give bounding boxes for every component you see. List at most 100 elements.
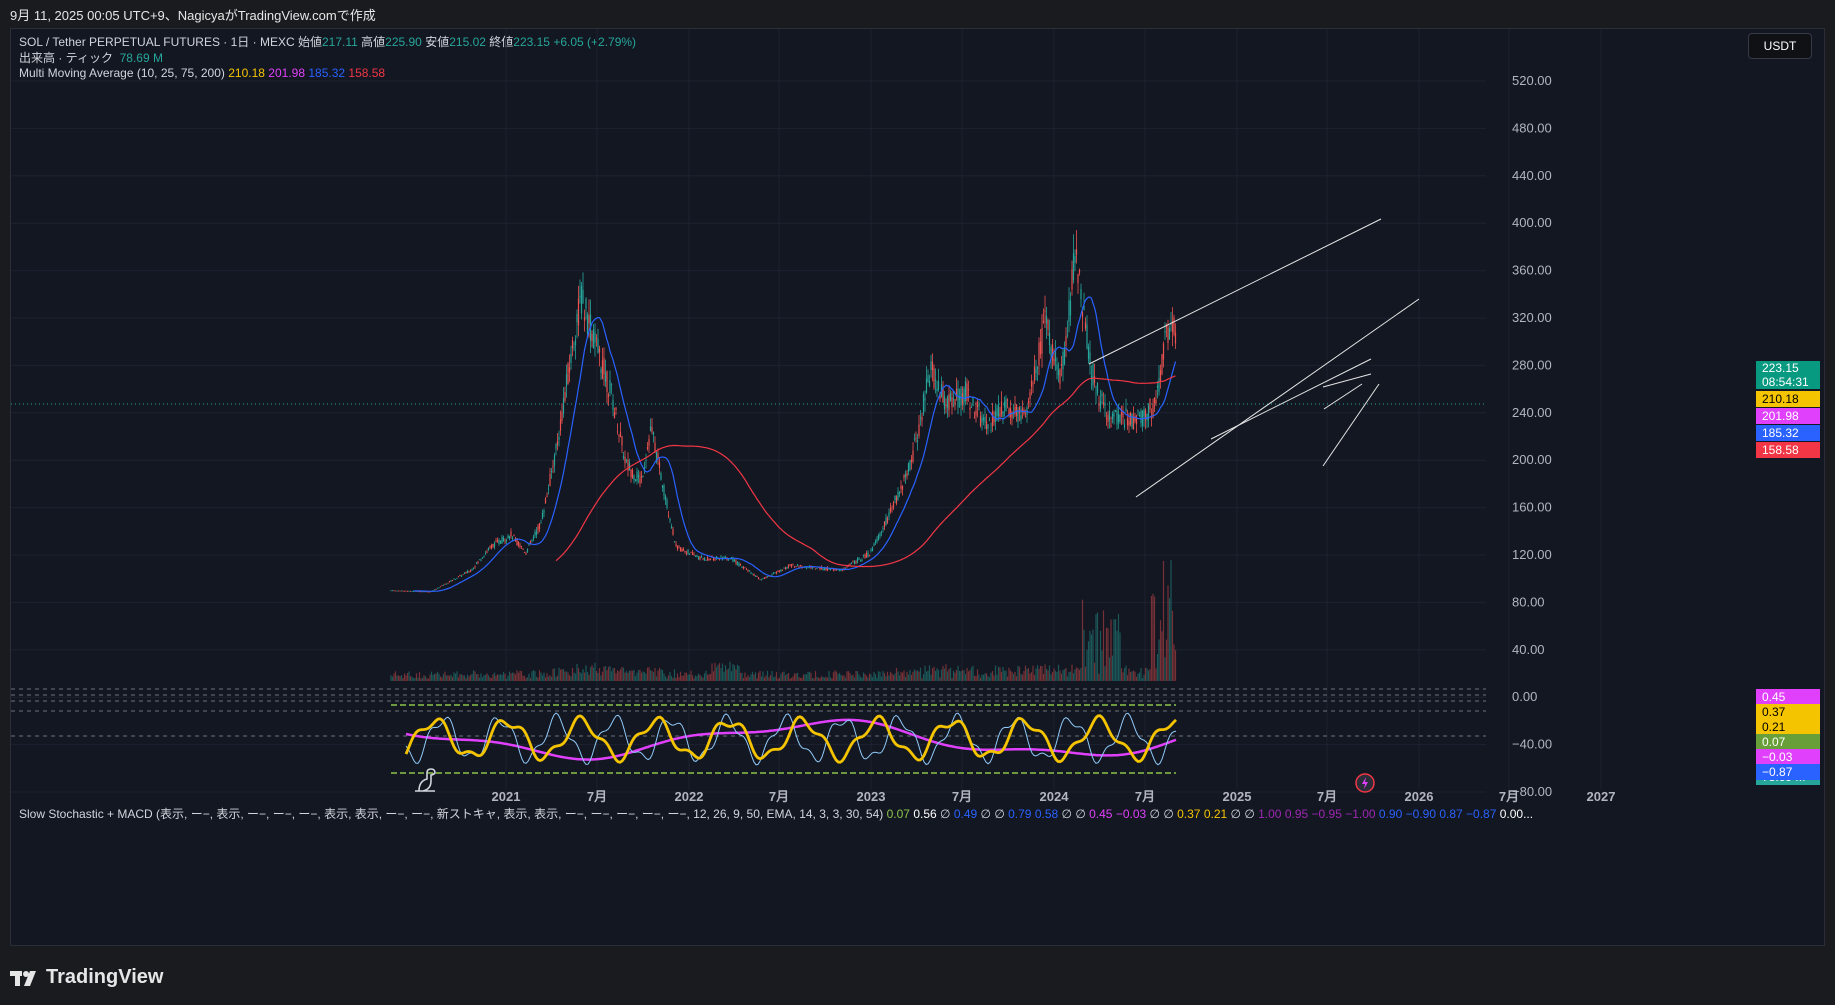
candle-body xyxy=(954,399,956,406)
candle-body xyxy=(444,583,446,585)
mma-legend[interactable]: Multi Moving Average (10, 25, 75, 200) 2… xyxy=(19,66,385,80)
candle-body xyxy=(820,566,823,570)
volume-bar xyxy=(1011,671,1013,681)
candle-body xyxy=(694,555,697,557)
volume-bar xyxy=(408,671,410,681)
candle-body xyxy=(531,539,533,541)
candle-body xyxy=(733,559,736,562)
time-axis[interactable]: 2021 7月 2022 7月 2023 7月 2024 7月 2025 7月 2026 7月 2027 xyxy=(492,789,1616,804)
volume-bar xyxy=(979,677,982,681)
price-chart[interactable]: 520.00 480.00 440.00 400.00 360.00 320.00 280.… xyxy=(11,29,1825,946)
candle-body xyxy=(1117,413,1120,422)
candle-body xyxy=(931,361,934,371)
candle-body xyxy=(1038,342,1040,366)
candle-body xyxy=(666,499,668,508)
candle-body xyxy=(1155,399,1157,404)
candle-body xyxy=(670,526,673,529)
indicator-value: −1.00 xyxy=(1341,807,1376,821)
indicator-label: Slow Stochastic + MACD (表示, ー−, 表示, ー−, … xyxy=(19,807,884,821)
candle-body xyxy=(1021,409,1024,411)
candle-body xyxy=(673,541,676,543)
candle-body xyxy=(745,569,748,570)
candle-body xyxy=(1105,417,1108,419)
candle-body xyxy=(490,544,493,549)
volume-bar xyxy=(639,669,641,681)
candle-body xyxy=(394,590,397,592)
candle-body xyxy=(429,591,431,593)
volume-bar xyxy=(1009,670,1012,681)
volume-bar xyxy=(732,664,734,681)
volume-bar xyxy=(790,677,793,681)
price-tick-label: 520.00 xyxy=(1512,73,1552,88)
candle-body xyxy=(1060,363,1063,366)
candle-body xyxy=(1153,398,1156,404)
candle-body xyxy=(699,556,701,560)
volume-bar xyxy=(943,668,946,681)
volume-bar xyxy=(862,672,865,681)
candle-body xyxy=(688,553,691,555)
indicator-value: −0.90 xyxy=(1402,807,1436,821)
candle-body xyxy=(393,590,395,592)
volume-bar xyxy=(631,670,634,681)
candle-body xyxy=(577,298,580,326)
mma-value-4: 158.58 xyxy=(348,66,386,80)
volume-bar xyxy=(684,672,686,681)
volume-bar xyxy=(613,667,616,681)
candle-body xyxy=(1029,392,1031,399)
volume-bar xyxy=(1084,666,1087,681)
volume-bar xyxy=(762,671,764,681)
candle-body xyxy=(876,539,878,542)
volume-bar xyxy=(819,677,821,681)
volume-bar xyxy=(525,678,527,681)
volume-bar xyxy=(838,672,841,681)
trend-lines[interactable] xyxy=(1088,218,1420,498)
candle-body xyxy=(597,339,599,353)
candle-body xyxy=(640,475,643,478)
candle-body xyxy=(814,568,817,570)
volume-bar xyxy=(757,672,760,681)
volume-bar xyxy=(615,673,617,681)
mma-value-3: 185.32 xyxy=(308,66,346,80)
candle-body xyxy=(604,372,607,382)
candle-body xyxy=(736,562,739,565)
currency-button[interactable]: USDT xyxy=(1748,33,1812,59)
volume-bar xyxy=(906,671,908,681)
volume-bar xyxy=(730,671,733,681)
volume-legend[interactable]: 出来高 · ティック 78.69 M xyxy=(19,49,163,66)
candle-body xyxy=(454,579,457,580)
candle-body xyxy=(439,586,442,588)
volume-bar xyxy=(1024,665,1027,681)
chart-frame[interactable]: SOL / Tether PERPETUAL FUTURES · 1日 · ME… xyxy=(10,28,1825,946)
candle-body xyxy=(1036,366,1039,369)
volume-bar xyxy=(592,667,595,681)
osc-slow-line xyxy=(405,718,1177,761)
lightning-icon[interactable] xyxy=(1354,772,1376,794)
volume-bar xyxy=(855,671,857,681)
volume-bar xyxy=(556,675,559,681)
candle-body xyxy=(571,340,574,349)
candle-body xyxy=(712,558,715,561)
volume-bar xyxy=(666,678,668,681)
candle-body xyxy=(807,567,809,568)
candle-body xyxy=(883,521,886,527)
volume-bar xyxy=(652,672,655,681)
price-tick-label: 400.00 xyxy=(1512,215,1552,230)
volume-bar xyxy=(801,677,803,681)
indicator-legend[interactable]: Slow Stochastic + MACD (表示, ー−, 表示, ー−, … xyxy=(19,805,1533,822)
volume-bar xyxy=(562,669,565,681)
volume-bar xyxy=(1153,596,1156,681)
indicator-value: 0.07 xyxy=(886,807,910,821)
dino-icon[interactable] xyxy=(411,767,441,795)
indicator-value: ∅ xyxy=(990,807,1005,821)
volume-bar xyxy=(1018,666,1021,681)
candle-body xyxy=(657,453,659,459)
tradingview-logo[interactable]: TradingView xyxy=(10,966,163,989)
volume-bar xyxy=(870,674,872,681)
volume-bar xyxy=(994,665,997,681)
candle-body xyxy=(1167,327,1169,343)
price-axis[interactable]: 520.00 480.00 440.00 400.00 360.00 320.00 280.… xyxy=(1512,73,1552,799)
volume-bar xyxy=(643,672,646,681)
volume-bar xyxy=(472,670,475,681)
volume-bar xyxy=(811,678,814,681)
volume-bar xyxy=(1117,614,1120,681)
